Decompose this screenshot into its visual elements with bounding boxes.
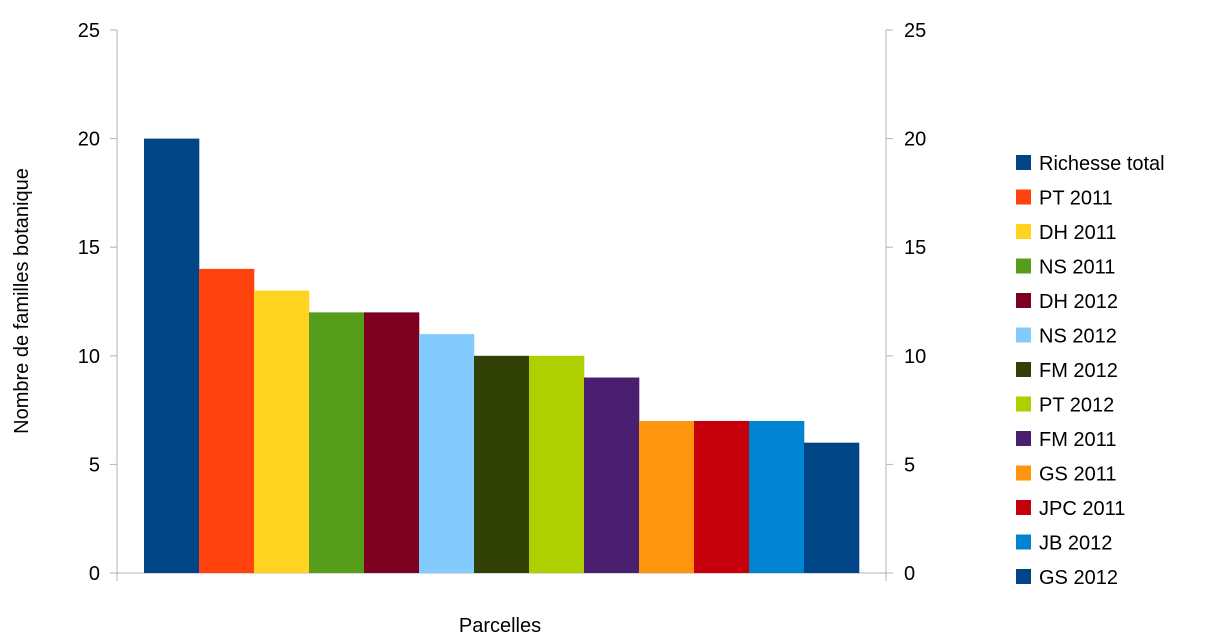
legend-swatch — [1016, 465, 1031, 481]
y-tick-label: 25 — [78, 20, 100, 42]
bar — [254, 290, 310, 573]
y-axis-title: Nombre de familles botanique — [11, 168, 33, 434]
legend-label: NS 2012 — [1039, 326, 1117, 348]
bar — [639, 420, 695, 573]
bar — [419, 334, 475, 573]
legend-swatch — [1016, 293, 1031, 308]
legend-swatch — [1016, 500, 1031, 515]
legend-swatch — [1016, 396, 1031, 412]
legend-label: DH 2011 — [1039, 222, 1116, 244]
bar — [144, 138, 200, 573]
x-axis-title: Parcelles — [459, 615, 541, 637]
legend-label: FM 2012 — [1039, 360, 1118, 382]
bar — [804, 442, 860, 573]
legend-swatch — [1016, 431, 1031, 446]
y2-tick-label: 20 — [904, 129, 926, 151]
bar — [694, 420, 750, 573]
bar — [749, 420, 805, 573]
y-tick-label: 20 — [78, 129, 100, 151]
y2-tick-label: 0 — [904, 563, 915, 585]
y2-tick-label: 5 — [904, 454, 915, 476]
y-tick-label: 0 — [89, 563, 100, 585]
legend-label: JB 2012 — [1039, 533, 1112, 555]
legend-label: GS 2011 — [1039, 464, 1116, 486]
y-tick-label: 15 — [78, 237, 100, 259]
bar — [199, 268, 255, 573]
bar — [474, 355, 530, 573]
bar — [529, 355, 585, 573]
bars — [144, 138, 860, 573]
bar — [309, 312, 365, 573]
y2-tick-label: 10 — [904, 346, 926, 368]
legend-label: PT 2012 — [1039, 395, 1114, 417]
legend-swatch — [1016, 327, 1031, 343]
legend-swatch — [1016, 569, 1031, 584]
legend-swatch — [1016, 155, 1031, 170]
legend-label: DH 2012 — [1039, 291, 1118, 313]
y2-tick-label: 15 — [904, 237, 926, 259]
bar — [584, 377, 640, 573]
legend-label: NS 2011 — [1039, 257, 1115, 279]
y2-tick-label: 25 — [904, 20, 926, 42]
legend-label: Richesse total — [1039, 153, 1165, 175]
axes: 0 0 5 5 10 10 15 15 20 20 25 25 — [78, 20, 927, 585]
legend: Richesse total PT 2011 DH 2011 NS 2011 DH 20… — [1016, 153, 1165, 589]
legend-label: PT 2011 — [1039, 188, 1113, 210]
legend-swatch — [1016, 534, 1031, 550]
bar — [364, 312, 420, 573]
legend-swatch — [1016, 362, 1031, 377]
legend-label: JPC 2011 — [1039, 498, 1125, 520]
legend-label: GS 2012 — [1039, 567, 1118, 589]
legend-swatch — [1016, 189, 1031, 205]
legend-label: FM 2011 — [1039, 429, 1116, 451]
legend-swatch — [1016, 258, 1031, 274]
y-tick-label: 5 — [89, 454, 100, 476]
y-tick-label: 10 — [78, 346, 100, 368]
legend-swatch — [1016, 224, 1031, 239]
